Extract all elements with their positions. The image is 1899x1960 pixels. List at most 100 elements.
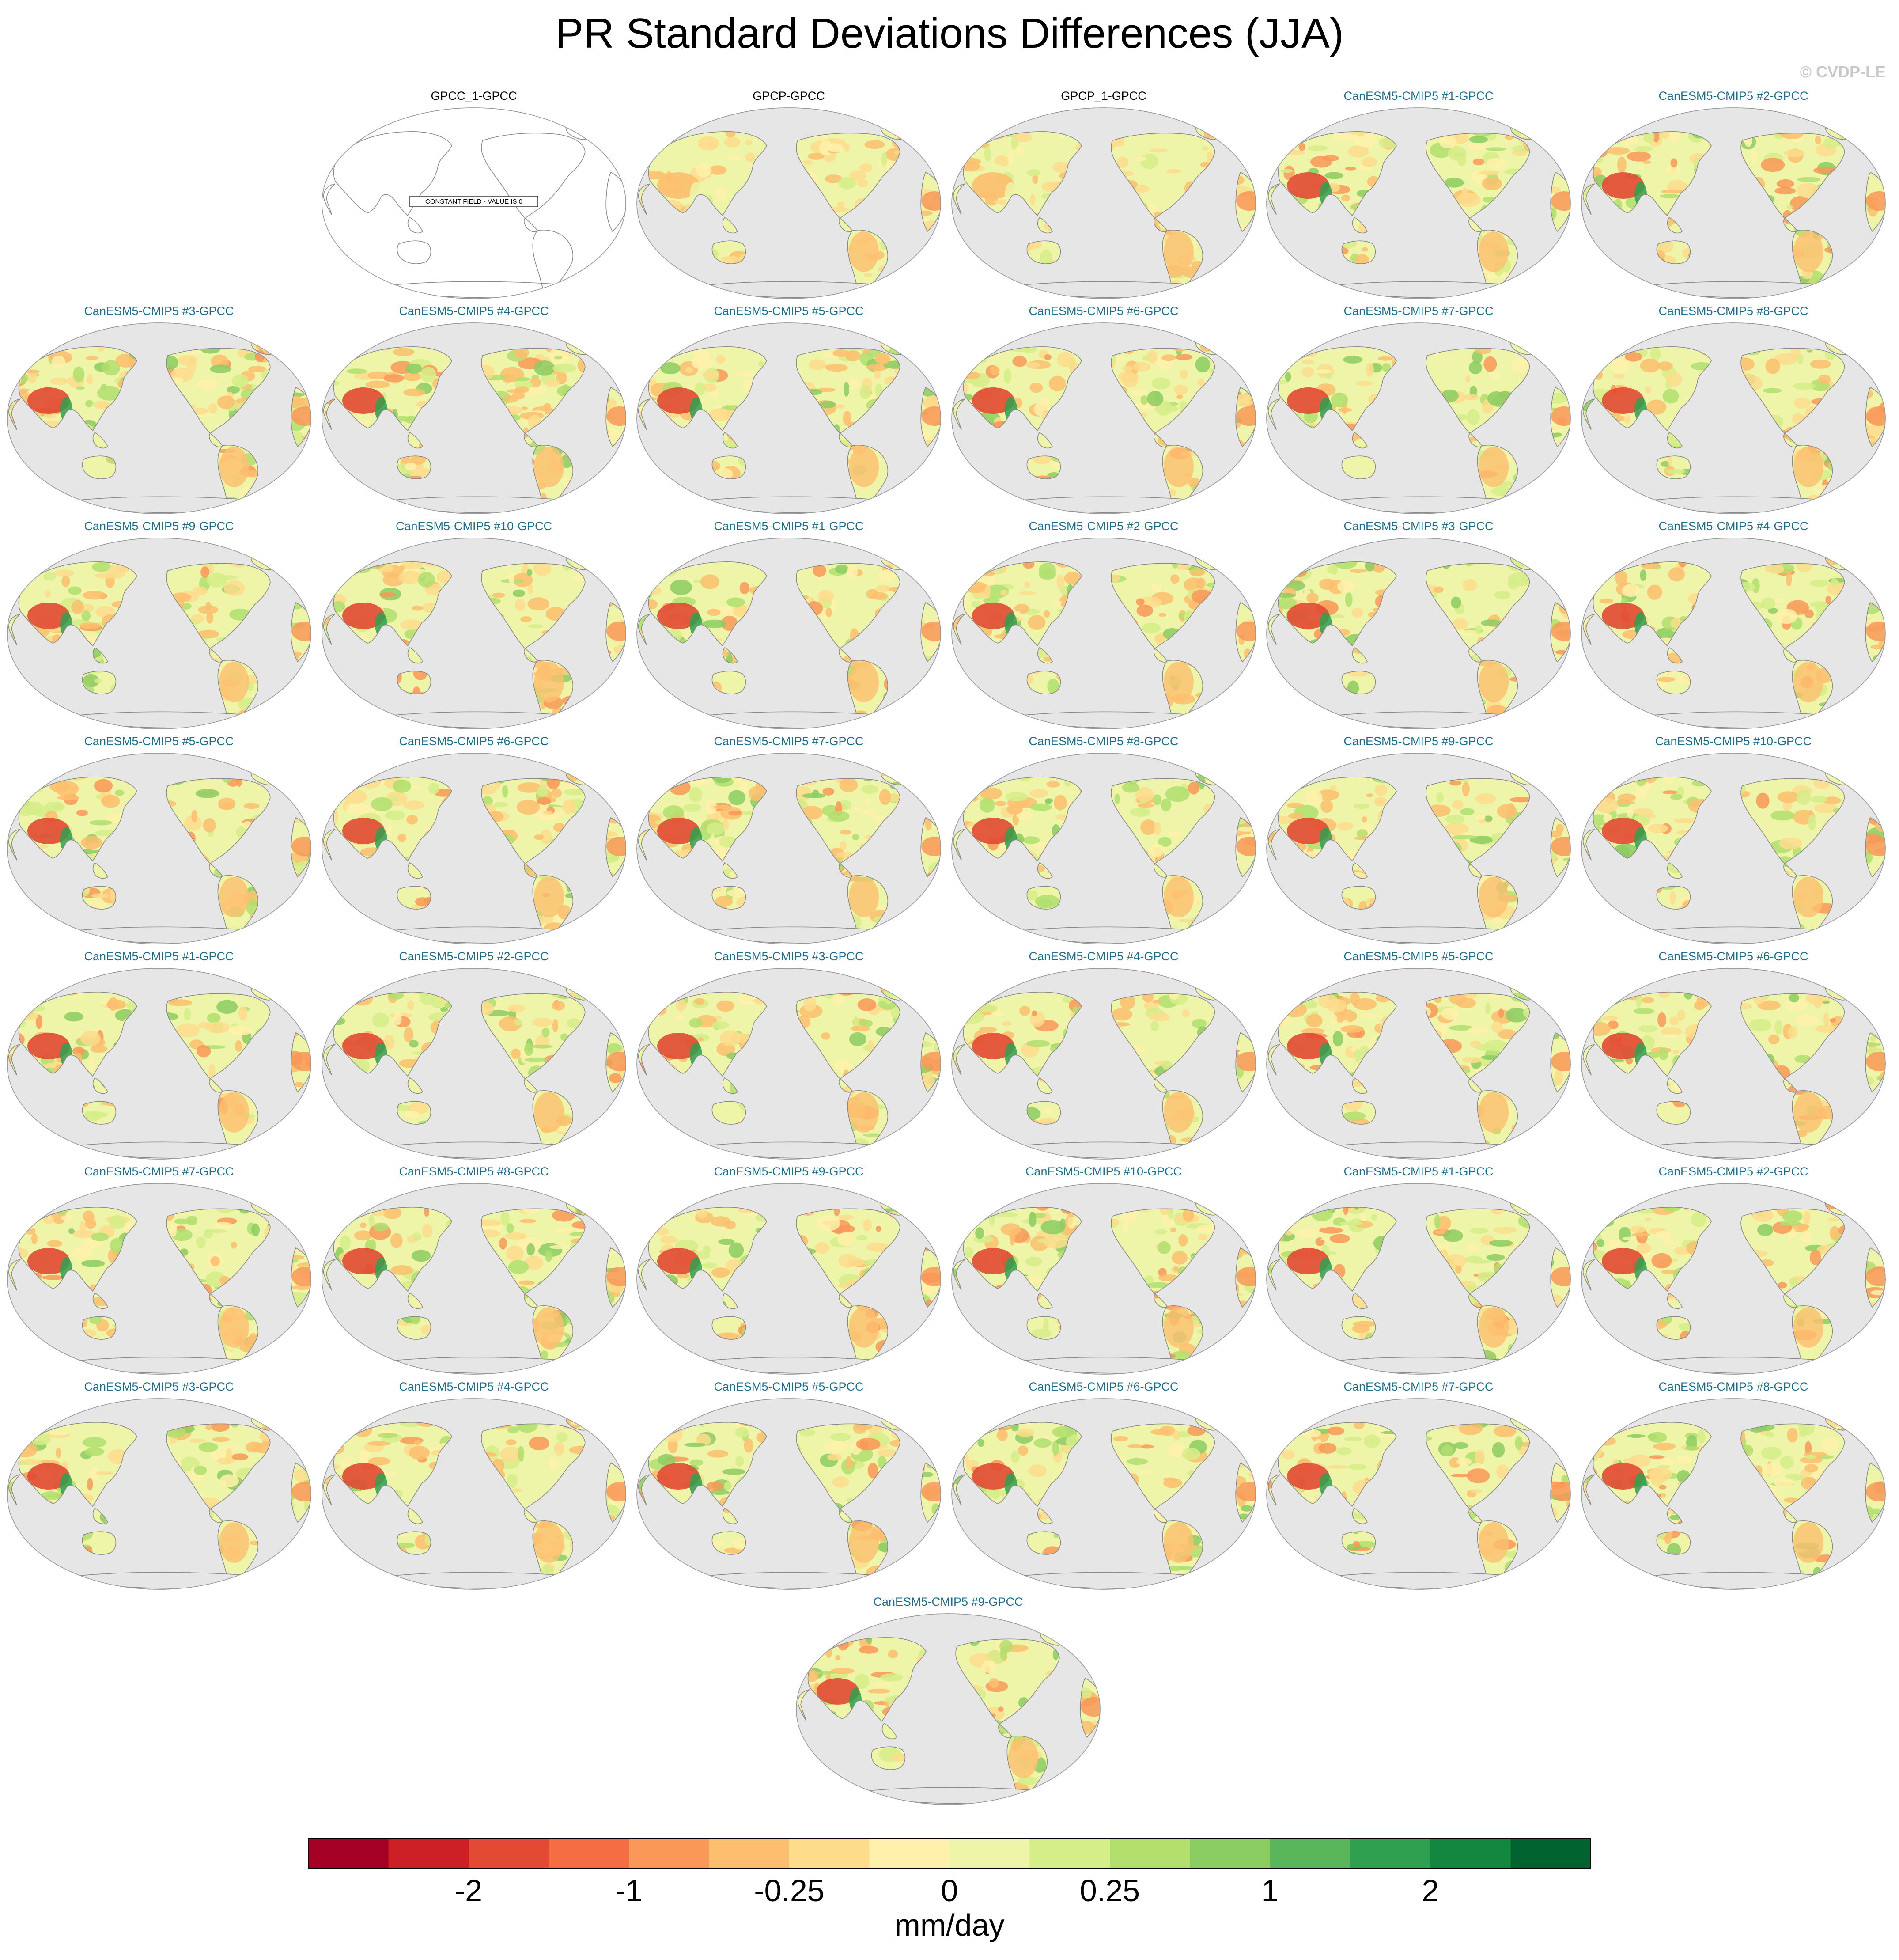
landmass-nam bbox=[1426, 1423, 1530, 1510]
world-map bbox=[636, 1398, 941, 1590]
landmass-ant bbox=[1002, 496, 1219, 513]
landmass-cam bbox=[1783, 217, 1798, 232]
world-map bbox=[322, 322, 626, 514]
landmass-asia bbox=[1278, 131, 1397, 216]
world-map bbox=[7, 753, 311, 944]
panel-title: CanESM5-CMIP5 #10-GPCC bbox=[1025, 1165, 1182, 1178]
panel-title: CanESM5-CMIP5 #1-GPCC bbox=[714, 519, 864, 533]
landmass-aus bbox=[1341, 240, 1376, 264]
landmass-nam bbox=[1740, 563, 1845, 649]
map-panel: CanESM5-CMIP5 #1-GPCC bbox=[634, 519, 943, 731]
landmass-aus bbox=[1341, 886, 1376, 910]
landmass-seasia bbox=[407, 1292, 424, 1309]
panel-title: CanESM5-CMIP5 #7-GPCC bbox=[714, 735, 864, 748]
landmass-seasia bbox=[407, 432, 424, 449]
landmass-aus bbox=[1656, 1316, 1691, 1340]
landmass-afr bbox=[1235, 171, 1256, 232]
landmass-afr bbox=[605, 387, 626, 447]
landmass-cam bbox=[1468, 1078, 1483, 1093]
landmass-ant bbox=[1631, 1141, 1849, 1159]
landmass-afr bbox=[920, 1462, 941, 1523]
world-map bbox=[1581, 1398, 1886, 1590]
landmass-eur bbox=[638, 1044, 651, 1076]
panel-title: CanESM5-CMIP5 #6-GPCC bbox=[1029, 304, 1179, 318]
landmass-eur bbox=[638, 614, 651, 645]
landmass-eur bbox=[953, 1474, 965, 1506]
landmass-nam bbox=[166, 778, 271, 864]
landmass-cam bbox=[1154, 863, 1168, 878]
landmass-cam bbox=[1783, 1508, 1798, 1523]
landmass-ant bbox=[57, 1357, 274, 1374]
landmass-aus bbox=[397, 1316, 431, 1340]
landmass-ant bbox=[1002, 711, 1219, 728]
map-panel: CanESM5-CMIP5 #8-GPCC bbox=[1579, 303, 1888, 516]
landmass-aus bbox=[397, 671, 431, 694]
world-map bbox=[1266, 538, 1571, 729]
landmass-afr bbox=[1550, 387, 1570, 447]
landmass-eur bbox=[1268, 1259, 1280, 1291]
world-map bbox=[7, 538, 311, 729]
panel-title: CanESM5-CMIP5 #8-GPCC bbox=[1658, 1380, 1808, 1393]
landmass-seasia bbox=[92, 1507, 109, 1524]
world-map: CONSTANT FIELD - VALUE IS 0 bbox=[322, 107, 626, 299]
world-map bbox=[322, 1398, 626, 1590]
panel-title: CanESM5-CMIP5 #3-GPCC bbox=[1343, 519, 1494, 533]
landmass-asia bbox=[333, 561, 452, 647]
map-panel: CanESM5-CMIP5 #1-GPCC bbox=[1264, 88, 1573, 300]
world-map bbox=[636, 107, 941, 299]
figure-title: PR Standard Deviations Differences (JJA) bbox=[555, 10, 1344, 57]
landmass-afr bbox=[1080, 1677, 1100, 1738]
world-map bbox=[7, 968, 311, 1160]
panel-title: CanESM5-CMIP5 #9-GPCC bbox=[714, 1165, 864, 1178]
panel-title: CanESM5-CMIP5 #9-GPCC bbox=[84, 519, 234, 533]
landmass-nam bbox=[796, 133, 900, 219]
map-panel: CanESM5-CMIP5 #7-GPCC bbox=[1264, 1379, 1573, 1591]
landmass-asia bbox=[1593, 346, 1712, 432]
landmass-cam bbox=[839, 648, 853, 663]
landmass-eur bbox=[323, 614, 336, 645]
landmass-eur bbox=[1268, 183, 1280, 215]
landmass-eur bbox=[323, 183, 336, 215]
landmass-ant bbox=[57, 1572, 274, 1589]
landmass-eur bbox=[1268, 829, 1280, 861]
landmass-cam bbox=[1154, 1078, 1168, 1093]
landmass-ant bbox=[1316, 711, 1534, 728]
landmass-asia bbox=[18, 1422, 137, 1507]
world-map bbox=[322, 538, 626, 729]
landmass-aus bbox=[1341, 1101, 1376, 1125]
landmass-nam bbox=[1740, 1208, 1845, 1295]
map-panel: CanESM5-CMIP5 #2-GPCC bbox=[319, 949, 628, 1161]
landmass-seasia bbox=[722, 1292, 738, 1309]
map-panel: CanESM5-CMIP5 #5-GPCC bbox=[634, 1379, 943, 1591]
panel-title: CanESM5-CMIP5 #5-GPCC bbox=[1343, 950, 1494, 963]
landmass-afr bbox=[605, 171, 626, 232]
landmass-aus bbox=[82, 1101, 117, 1125]
landmass-afr bbox=[1550, 171, 1570, 232]
world-map bbox=[951, 1398, 1256, 1590]
landmass-seasia bbox=[1667, 647, 1683, 664]
landmass-ant bbox=[1002, 1141, 1219, 1159]
landmass-seasia bbox=[722, 1507, 738, 1524]
landmass-ant bbox=[1002, 1357, 1219, 1374]
landmass-asia bbox=[18, 777, 137, 862]
map-panel: GPCP_1-GPCC bbox=[949, 88, 1258, 300]
landmass-afr bbox=[291, 817, 311, 878]
panel-title: CanESM5-CMIP5 #9-GPCC bbox=[1343, 735, 1494, 748]
landmass-eur bbox=[638, 1259, 651, 1291]
landmass-afr bbox=[605, 1032, 626, 1093]
landmass-aus bbox=[711, 240, 746, 264]
landmass-cam bbox=[1783, 648, 1798, 663]
landmass-seasia bbox=[1667, 862, 1683, 879]
panel-title: CanESM5-CMIP5 #2-GPCC bbox=[1658, 1165, 1808, 1178]
world-map bbox=[951, 753, 1256, 944]
landmass-afr bbox=[291, 387, 311, 447]
panel-title: CanESM5-CMIP5 #5-GPCC bbox=[714, 304, 864, 318]
world-map bbox=[7, 322, 311, 514]
landmass-asia bbox=[963, 561, 1082, 647]
world-map bbox=[1266, 1398, 1571, 1590]
landmass-seasia bbox=[92, 1077, 109, 1094]
landmass-cam bbox=[1468, 1293, 1483, 1308]
landmass-asia bbox=[1278, 777, 1397, 862]
landmass-seasia bbox=[722, 432, 738, 449]
landmass-aus bbox=[1656, 240, 1691, 264]
